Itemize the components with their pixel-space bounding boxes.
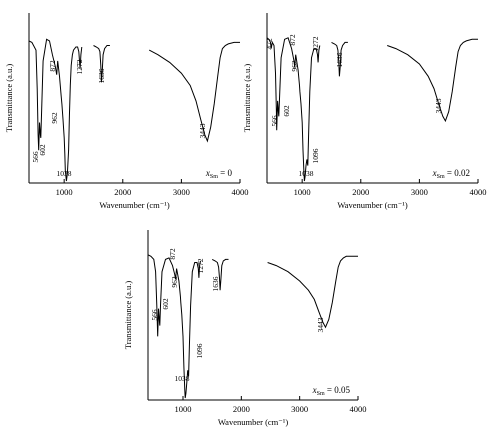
spectrum-line — [148, 41, 240, 143]
peak-label: 962 — [50, 112, 59, 124]
x-axis-label: Wavenumber (cm⁻¹) — [337, 200, 407, 210]
peak-label: 1272 — [311, 36, 320, 51]
peak-label: 1096 — [311, 148, 320, 163]
spectrum-line — [267, 255, 358, 329]
peak-label: 472 — [265, 38, 274, 50]
peak-label: 872 — [288, 34, 297, 46]
peak-label: 1038 — [57, 169, 72, 178]
x-tick-label: 4000 — [470, 187, 487, 197]
peak-label: 602 — [282, 105, 291, 117]
chart-panel: 1000 2000 3000 4000 Wavenumber (cm⁻¹) Transmi… — [242, 13, 487, 210]
peak-label: 1636 — [97, 68, 106, 83]
peak-label: 3443 — [434, 98, 443, 113]
peak-label: 1636 — [335, 52, 344, 67]
y-axis-label: Transmittance (a.u.) — [123, 281, 133, 350]
x-tick-label: 3000 — [411, 187, 428, 197]
peak-label: 1272 — [75, 59, 84, 74]
peak-label: 566 — [150, 309, 159, 321]
peak-label: 962 — [170, 276, 179, 288]
peak-label: 1272 — [196, 258, 205, 273]
chart-panel: 1000 2000 3000 4000 Wavenumber (cm⁻¹) Transmi… — [4, 13, 249, 210]
chart-panel: 1000 2000 3000 4000 Wavenumber (cm⁻¹) Transmi… — [123, 230, 367, 427]
peak-label: 566 — [270, 115, 279, 127]
sample-label: xSm = 0 — [205, 168, 233, 180]
y-axis-label: Transmittance (a.u.) — [4, 64, 14, 133]
x-tick-label: 4000 — [232, 187, 249, 197]
spectrum-line — [211, 258, 229, 291]
peak-label: 1038 — [175, 374, 190, 383]
peak-label: 872 — [48, 60, 57, 72]
peak-label: 1636 — [211, 276, 220, 291]
peak-label: 872 — [168, 248, 177, 260]
x-axis-label: Wavenumber (cm⁻¹) — [99, 200, 169, 210]
x-tick-label: 2000 — [233, 404, 250, 414]
peak-label: 3443 — [198, 123, 207, 138]
x-axis-label: Wavenumber (cm⁻¹) — [218, 417, 288, 427]
spectrum-line — [28, 38, 83, 182]
peak-label: 1096 — [195, 343, 204, 358]
x-tick-label: 2000 — [114, 187, 131, 197]
x-tick-label: 4000 — [350, 404, 367, 414]
peak-label: 602 — [38, 144, 47, 156]
y-axis-label: Transmittance (a.u.) — [242, 64, 252, 133]
peak-label: 566 — [31, 151, 40, 163]
x-tick-label: 2000 — [352, 187, 369, 197]
peak-label: 962 — [290, 60, 299, 72]
spectrum-line — [331, 41, 348, 77]
x-tick-label: 1000 — [56, 187, 73, 197]
x-tick-label: 3000 — [291, 404, 308, 414]
peak-label: 1038 — [299, 169, 314, 178]
x-tick-label: 3000 — [173, 187, 190, 197]
spectrum-line — [387, 38, 478, 123]
peak-label: 3443 — [316, 317, 325, 332]
sample-label: xSm = 0.05 — [312, 385, 351, 397]
spectrum-line — [266, 37, 321, 182]
x-tick-label: 1000 — [294, 187, 311, 197]
peak-label: 602 — [161, 298, 170, 310]
x-tick-label: 1000 — [175, 404, 192, 414]
spectrum-line — [147, 254, 201, 399]
sample-label: xSm = 0.02 — [432, 168, 470, 180]
spectrum-line — [93, 45, 110, 83]
